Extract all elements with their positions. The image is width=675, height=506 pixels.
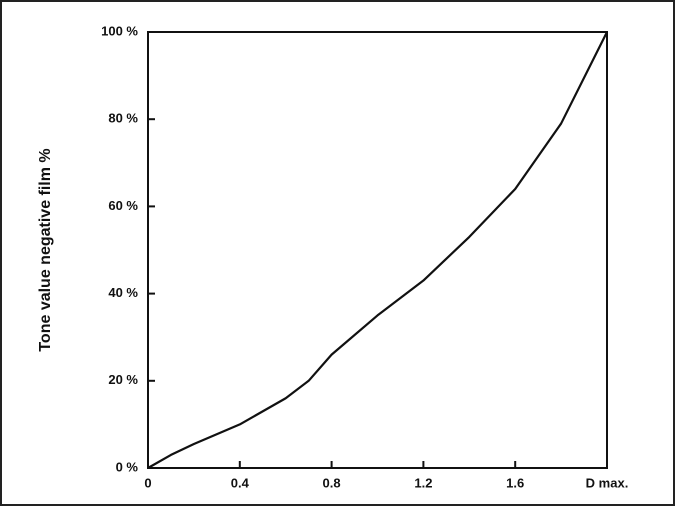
- y-tick-label: 60 %: [108, 198, 138, 213]
- y-tick-label: 100 %: [101, 23, 138, 38]
- y-tick-label: 80 %: [108, 111, 138, 126]
- y-tick-label: 20 %: [108, 372, 138, 387]
- y-axis-title: Tone value negative film %: [37, 148, 54, 351]
- x-tick-label: 1.2: [414, 475, 432, 490]
- y-tick-label: 40 %: [108, 285, 138, 300]
- y-tick-label: 0 %: [116, 459, 139, 474]
- x-tick-label: 0: [144, 475, 151, 490]
- x-tick-label: 0.4: [231, 475, 250, 490]
- curve: [147, 31, 608, 469]
- x-tick-label: 1.6: [506, 475, 524, 490]
- x-tick-label: D max.: [586, 475, 629, 490]
- x-tick-label: 0.8: [323, 475, 341, 490]
- plot-frame: [147, 31, 608, 469]
